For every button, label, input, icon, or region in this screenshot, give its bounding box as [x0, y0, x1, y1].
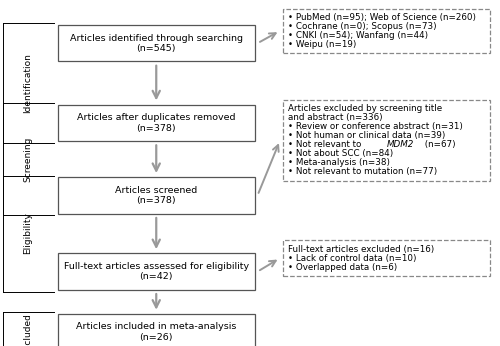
Text: • Meta-analysis (n=38): • Meta-analysis (n=38) [288, 158, 390, 167]
Text: Eligibility: Eligibility [23, 212, 32, 255]
FancyBboxPatch shape [58, 25, 255, 62]
Text: Articles excluded by screening title: Articles excluded by screening title [288, 104, 442, 113]
FancyBboxPatch shape [58, 253, 255, 290]
Text: Articles after duplicates removed
(n=378): Articles after duplicates removed (n=378… [77, 113, 235, 133]
Text: • PubMed (n=95); Web of Science (n=260): • PubMed (n=95); Web of Science (n=260) [288, 13, 476, 22]
FancyBboxPatch shape [58, 104, 255, 141]
Text: • Not relevant to: • Not relevant to [288, 140, 364, 149]
Text: • Not human or clinical data (n=39): • Not human or clinical data (n=39) [288, 131, 446, 140]
Text: Identification: Identification [23, 53, 32, 113]
Text: (n=67): (n=67) [422, 140, 456, 149]
Text: MDM2: MDM2 [386, 140, 414, 149]
Text: Articles included in meta-analysis
(n=26): Articles included in meta-analysis (n=26… [76, 322, 236, 342]
Text: Full-text articles excluded (n=16): Full-text articles excluded (n=16) [288, 245, 435, 254]
Text: Articles identified through searching
(n=545): Articles identified through searching (n… [70, 34, 243, 53]
FancyBboxPatch shape [58, 177, 255, 214]
Text: • Overlapped data (n=6): • Overlapped data (n=6) [288, 263, 398, 272]
Text: Included: Included [23, 313, 32, 346]
Text: • Review or conference abstract (n=31): • Review or conference abstract (n=31) [288, 122, 464, 131]
Text: • Cochrane (n=0); Scopus (n=73): • Cochrane (n=0); Scopus (n=73) [288, 22, 437, 31]
FancyBboxPatch shape [282, 9, 490, 53]
FancyBboxPatch shape [58, 314, 255, 346]
Text: Articles screened
(n=378): Articles screened (n=378) [115, 186, 198, 205]
FancyBboxPatch shape [282, 100, 490, 181]
Text: • CNKI (n=54); Wanfang (n=44): • CNKI (n=54); Wanfang (n=44) [288, 31, 428, 40]
Text: and abstract (n=336): and abstract (n=336) [288, 113, 383, 122]
Text: • Lack of control data (n=10): • Lack of control data (n=10) [288, 254, 417, 263]
Text: • Not about SCC (n=84): • Not about SCC (n=84) [288, 149, 394, 158]
Text: Screening: Screening [23, 136, 32, 182]
Text: • Weipu (n=19): • Weipu (n=19) [288, 40, 357, 49]
Text: • Not relevant to mutation (n=77): • Not relevant to mutation (n=77) [288, 167, 438, 176]
Text: Full-text articles assessed for eligibility
(n=42): Full-text articles assessed for eligibil… [64, 262, 249, 281]
FancyBboxPatch shape [282, 240, 490, 276]
